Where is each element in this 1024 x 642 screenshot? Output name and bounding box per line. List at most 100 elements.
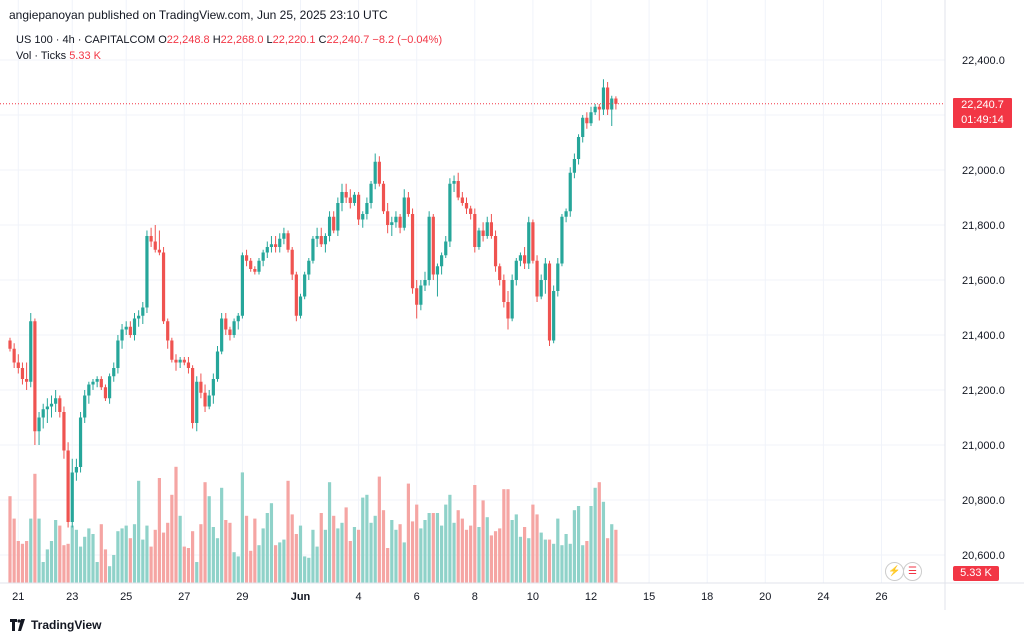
- candle-body: [481, 230, 485, 236]
- volume-bar: [269, 503, 274, 583]
- volume-bar: [444, 504, 448, 583]
- candle-body: [224, 318, 228, 330]
- candle-body: [215, 351, 220, 379]
- volume-name[interactable]: Vol · Ticks: [16, 50, 67, 62]
- volume-bar: [33, 473, 37, 583]
- candle-body: [510, 280, 514, 319]
- lightning-icon[interactable]: ⚡: [885, 562, 904, 581]
- volume-bar: [327, 482, 332, 583]
- candle-body: [70, 472, 74, 522]
- candle-body: [361, 214, 365, 220]
- candle-body: [54, 398, 58, 404]
- candle-body: [170, 340, 174, 360]
- candle-body: [344, 192, 348, 198]
- candle-body: [307, 260, 311, 275]
- candle-body: [116, 340, 120, 368]
- candle-body: [161, 252, 166, 322]
- candle-body: [427, 216, 431, 280]
- candle-body: [597, 106, 601, 110]
- candle-body: [386, 211, 390, 225]
- y-tick-label: 21,000.0: [962, 440, 1005, 452]
- volume-bar: [153, 529, 157, 583]
- volume-bar: [78, 546, 83, 583]
- volume-bar: [244, 515, 249, 583]
- symbol-ohlc-legend[interactable]: US 100 · 4h · CAPITALCOM O22,248.8 H22,2…: [16, 34, 442, 46]
- y-tick-label: 20,600.0: [962, 550, 1005, 562]
- candle-body: [423, 280, 427, 286]
- volume-bar: [41, 562, 45, 583]
- symbol-name[interactable]: US 100 · 4h · CAPITALCOM: [16, 34, 156, 46]
- candle-body: [49, 403, 54, 407]
- volume-bar: [390, 520, 394, 583]
- candle-body: [108, 376, 112, 399]
- volume-bar: [74, 529, 78, 583]
- volume-bar: [535, 514, 539, 583]
- volume-bar: [610, 524, 614, 583]
- volume-bar: [601, 501, 606, 583]
- volume-bar: [199, 524, 203, 583]
- volume-bar: [253, 518, 257, 583]
- candle-body: [601, 87, 606, 110]
- candle-body: [527, 222, 531, 264]
- x-tick-label: 12: [585, 591, 597, 603]
- candle-body: [377, 161, 381, 184]
- candle-body: [253, 269, 257, 272]
- candle-body: [448, 183, 452, 242]
- volume-bar: [128, 538, 132, 583]
- candle-body: [444, 241, 448, 256]
- x-tick-label: 26: [875, 591, 887, 603]
- volume-bar: [357, 529, 361, 583]
- candle-body: [498, 266, 502, 280]
- candle-body: [12, 348, 16, 363]
- volume-bar: [323, 529, 327, 583]
- candle-body: [543, 263, 547, 280]
- volume-legend[interactable]: Vol · Ticks 5.33 K: [16, 50, 101, 62]
- candle-body: [45, 406, 49, 410]
- candle-body: [460, 197, 464, 203]
- volume-bar: [161, 532, 166, 583]
- x-tick-label: 25: [120, 591, 132, 603]
- candle-body: [298, 296, 303, 316]
- x-tick-label: 15: [643, 591, 655, 603]
- volume-bar: [240, 472, 244, 583]
- volume-bar: [215, 538, 220, 583]
- candle-body: [274, 244, 278, 247]
- volume-bar: [311, 529, 315, 583]
- volume-bar: [581, 545, 585, 583]
- volume-tag: 5.33 K: [953, 566, 999, 581]
- volume-value: 5.33 K: [69, 50, 101, 62]
- candle-body: [290, 249, 294, 275]
- candle-body: [539, 280, 543, 297]
- x-tick-label: 24: [817, 591, 829, 603]
- tradingview-logo-icon: [10, 619, 25, 631]
- candle-body: [572, 159, 576, 173]
- candle-body: [141, 307, 145, 316]
- candle-body: [211, 379, 215, 396]
- candle-body: [336, 203, 340, 231]
- volume-bar: [87, 528, 91, 583]
- last-price-value: 22,240.7: [961, 99, 1004, 111]
- candle-body: [282, 233, 286, 239]
- candle-body: [585, 117, 589, 124]
- candle-body: [153, 241, 157, 250]
- candle-body: [464, 203, 469, 209]
- candle-body: [473, 214, 477, 247]
- candle-body: [535, 260, 539, 297]
- candle-body: [124, 326, 128, 330]
- volume-bar: [20, 543, 25, 583]
- x-tick-label: 18: [701, 591, 713, 603]
- tradingview-footer[interactable]: TradingView: [10, 618, 101, 632]
- candle-body: [269, 244, 274, 247]
- open-label: O: [158, 34, 167, 46]
- candle-body: [261, 252, 265, 261]
- low-value: 22,220.1: [272, 34, 316, 46]
- last-price-tag: 22,240.7 01:49:14: [953, 98, 1012, 128]
- us-flag-icon[interactable]: ☰: [903, 562, 922, 581]
- volume-bar: [137, 480, 141, 583]
- volume-bar: [527, 538, 531, 583]
- volume-bar: [564, 534, 568, 583]
- candle-body: [174, 359, 178, 363]
- candle-body: [435, 266, 440, 275]
- volume-bar: [145, 525, 149, 583]
- volume-bar: [207, 496, 211, 583]
